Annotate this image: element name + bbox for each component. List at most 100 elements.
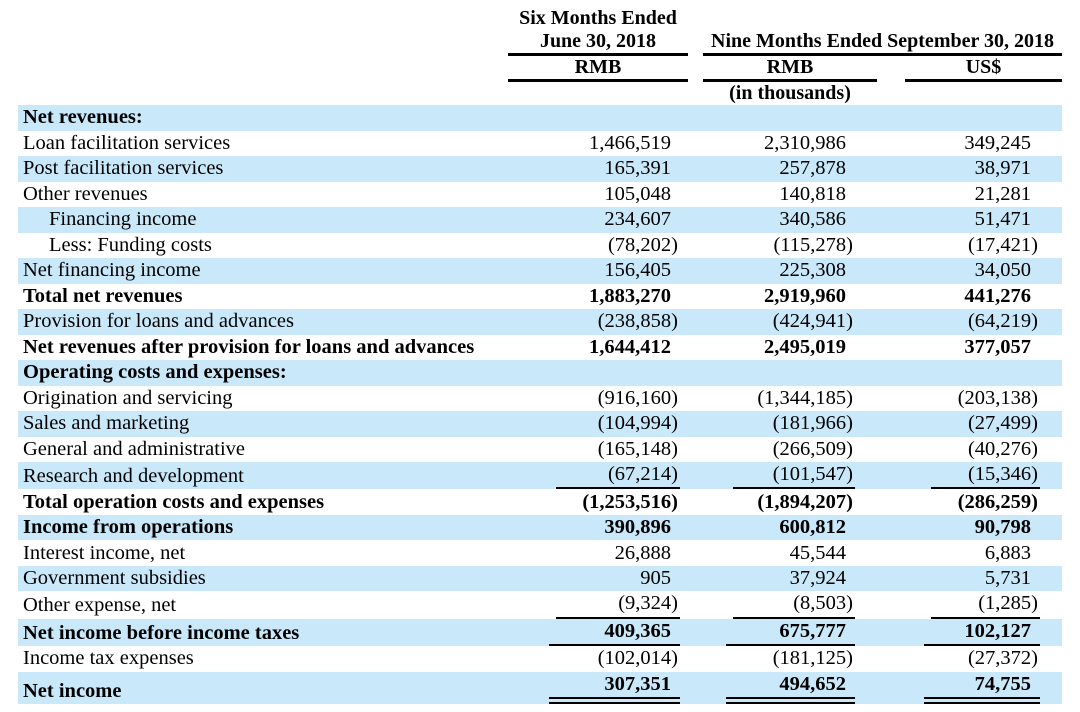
value-nine-months-rmb: (1,344,185): [757, 386, 853, 409]
column-gap: [877, 462, 905, 490]
value-nine-months-usd: 5,731: [984, 567, 1031, 589]
value-nine-months-usd: 6,883: [984, 541, 1031, 564]
row-label: Total operation costs and expenses: [23, 490, 325, 513]
table-row: Post facilitation services 165,391 257,8…: [18, 156, 1062, 182]
table-row: Net revenues:: [18, 105, 1062, 131]
value-nine-months-usd: (27,372): [967, 647, 1038, 670]
row-label: Origination and servicing: [23, 386, 233, 409]
column-gap: [688, 131, 703, 157]
table-header: Six Months Ended June 30, 2018 Nine Mont…: [18, 4, 1062, 105]
column-gap: [877, 591, 905, 618]
row-label: Less: Funding costs: [49, 233, 212, 256]
column-gap: [688, 646, 703, 672]
value-six-months-rmb: 165,391: [604, 157, 671, 180]
value-nine-months-rmb: 494,652: [726, 672, 855, 705]
value-nine-months-usd: 349,245: [964, 131, 1031, 154]
col-group-nine-months: Nine Months Ended September 30, 2018: [703, 30, 1062, 56]
value-six-months-rmb: (165,148): [597, 437, 678, 460]
value-six-months-rmb: 1,644,412: [589, 335, 671, 358]
header-spacer: [18, 81, 508, 106]
value-nine-months-usd: (15,346): [931, 462, 1040, 490]
value-nine-months-usd: 21,281: [974, 182, 1031, 205]
value-nine-months-usd: (286,259): [957, 490, 1038, 513]
value-six-months-rmb: (238,858): [597, 310, 678, 333]
value-nine-months-rmb: (101,547): [733, 462, 855, 490]
column-gap: [877, 309, 905, 335]
column-gap: [877, 207, 905, 233]
value-nine-months-rmb: (181,125): [772, 647, 853, 670]
header-gap: [688, 81, 703, 106]
column-gap: [688, 437, 703, 463]
column-gap: [688, 258, 703, 284]
table-row: Other expense, net (9,324) (8,503) (1,28…: [18, 591, 1062, 619]
header-gap: [688, 55, 703, 81]
table-row: Loan facilitation services 1,466,519 2,3…: [18, 131, 1062, 157]
row-label: Net revenues:: [23, 106, 143, 129]
value-six-months-rmb: (67,214): [556, 462, 680, 490]
value-nine-months-usd: 34,050: [974, 259, 1031, 282]
column-gap: [688, 540, 703, 566]
column-gap: [688, 411, 703, 437]
row-label: Other revenues: [23, 182, 148, 205]
column-gap: [877, 105, 905, 131]
value-nine-months-rmb: (115,278): [773, 233, 853, 256]
table-row: Origination and servicing (916,160) (1,3…: [18, 386, 1062, 412]
row-label: Provision for loans and advances: [23, 310, 294, 333]
value-nine-months-rmb: 45,544: [789, 541, 846, 564]
value-nine-months-usd: 51,471: [974, 208, 1031, 231]
column-gap: [688, 591, 703, 618]
row-label: Income tax expenses: [23, 647, 194, 670]
value-six-months-rmb: 26,888: [614, 541, 671, 564]
column-gap: [877, 156, 905, 182]
value-nine-months-usd: 102,127: [924, 619, 1040, 647]
header-gap: [688, 30, 703, 55]
table-row: General and administrative (165,148) (26…: [18, 437, 1062, 463]
value-nine-months-rmb: 2,919,960: [764, 284, 846, 307]
column-gap: [877, 131, 905, 157]
value-six-months-rmb: 1,883,270: [589, 284, 671, 307]
table-row: Income tax expenses (102,014) (181,125) …: [18, 646, 1062, 672]
row-label: Net income: [23, 679, 122, 702]
table-row: Interest income, net 26,888 45,544 6,883: [18, 540, 1062, 566]
income-statement-table: Six Months Ended June 30, 2018 Nine Mont…: [18, 4, 1062, 705]
col-header-rmb-nine-months: RMB: [703, 54, 877, 82]
table-row: Provision for loans and advances (238,85…: [18, 309, 1062, 335]
header-spacer: [508, 81, 688, 106]
header-gap: [688, 4, 703, 30]
row-label: Government subsidies: [23, 567, 206, 589]
value-nine-months-usd: 90,798: [974, 516, 1031, 538]
value-nine-months-usd: 377,057: [964, 335, 1031, 358]
column-gap: [877, 540, 905, 566]
table-row: Government subsidies 905 37,924 5,731: [18, 565, 1062, 592]
column-gap: [688, 514, 703, 541]
column-gap: [877, 489, 905, 515]
header-spacer: [905, 81, 1062, 106]
table-row: Net financing income 156,405 225,308 34,…: [18, 258, 1062, 284]
value-nine-months-rmb: 257,878: [779, 157, 846, 180]
column-gap: [877, 182, 905, 208]
value-six-months-rmb: (104,994): [597, 412, 678, 435]
value-nine-months-rmb: 225,308: [779, 259, 846, 282]
column-gap: [688, 671, 703, 705]
value-nine-months-usd: (27,499): [967, 412, 1038, 435]
value-nine-months-rmb: 340,586: [779, 208, 846, 231]
value-nine-months-rmb: (424,941): [772, 310, 853, 333]
value-nine-months-rmb: (266,509): [772, 437, 853, 460]
column-gap: [688, 565, 703, 592]
table-body: Net revenues: Loan facilitation services…: [18, 105, 1062, 705]
value-nine-months-rmb: (181,966): [772, 412, 853, 435]
value-nine-months-rmb: 2,310,986: [764, 131, 846, 154]
row-label: Other expense, net: [23, 594, 177, 617]
row-label: Net revenues after provision for loans a…: [23, 335, 475, 358]
column-gap: [688, 618, 703, 647]
value-nine-months-usd: (17,421): [967, 233, 1038, 256]
row-label: Sales and marketing: [23, 412, 190, 435]
header-gap: [877, 81, 905, 106]
column-gap: [877, 233, 905, 259]
table-row: Total operation costs and expenses (1,25…: [18, 489, 1062, 515]
value-nine-months-rmb: (1,894,207): [757, 490, 853, 513]
value-six-months-rmb: (102,014): [597, 647, 678, 670]
column-gap: [688, 309, 703, 335]
value-six-months-rmb: (9,324): [556, 591, 680, 619]
